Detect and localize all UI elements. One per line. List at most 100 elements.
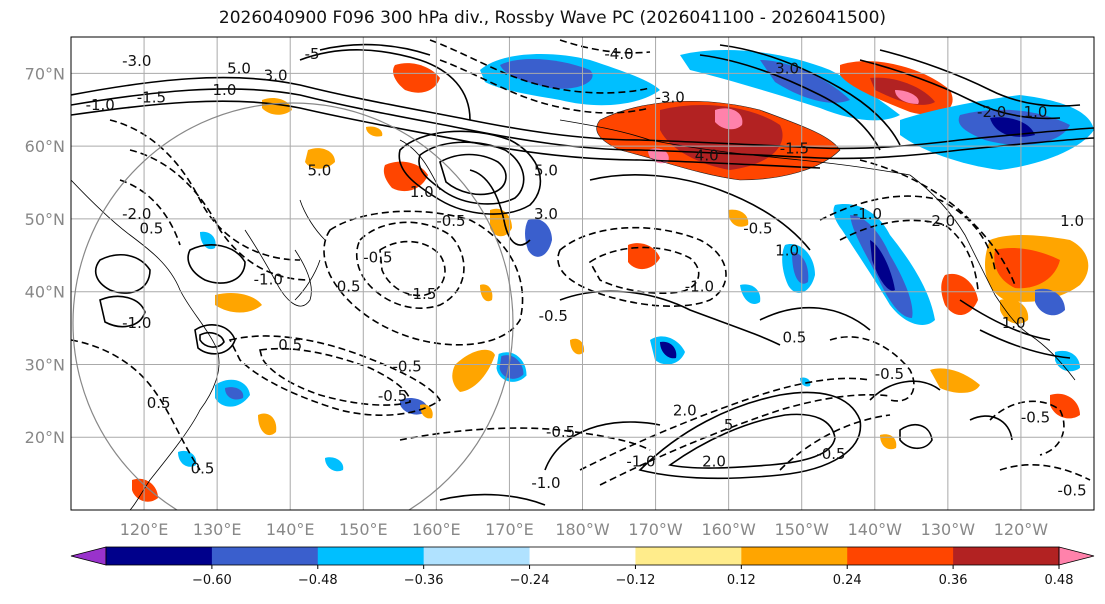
longitude-label: 150°W — [775, 520, 830, 539]
contour-label: -0.5 — [392, 358, 421, 376]
contour-label: 5.0 — [227, 59, 251, 77]
latitude-label: 30°N — [25, 355, 65, 374]
range-circle — [72, 102, 514, 510]
latitude-label: 60°N — [25, 137, 65, 156]
colorbar-segment — [106, 547, 213, 565]
contour-label: -1.5 — [137, 88, 166, 106]
contour-label: 0.5 — [191, 460, 215, 478]
colorbar-segment — [211, 547, 319, 565]
contour-label: -1.0 — [853, 205, 882, 223]
contour-label: -1.0 — [531, 474, 560, 492]
map-title: 2026040900 F096 300 hPa div., Rossby Wav… — [218, 8, 887, 28]
contour-label: -0.5 — [436, 212, 465, 230]
contour-label: -3.0 — [122, 52, 151, 70]
contour-label: 2.0 — [702, 452, 726, 470]
colorbar-frame — [105, 546, 1060, 566]
longitude-label: 120°W — [994, 520, 1049, 539]
contour-label: -0.5 — [743, 219, 772, 237]
field-layer: -1.0 -1.5 1.0 5.0 3.0 -3.0 -5 -4.0 -3.0 3.0 4.0 -1.… — [71, 37, 1094, 510]
contour-label: -1.0 — [685, 278, 714, 296]
colorbar-tick-label: 0.24 — [833, 573, 862, 588]
contour-label: 3.0 — [775, 59, 799, 77]
latitude-label: 70°N — [25, 64, 65, 83]
longitude-label: 140°W — [848, 520, 903, 539]
latitude-label: 40°N — [25, 283, 65, 302]
contour-label: -2.0 — [926, 212, 955, 230]
contour-label: -0.5 — [1021, 409, 1050, 427]
colorbar-segment — [635, 547, 742, 565]
contour-label: -1.0 — [254, 270, 283, 288]
contour-label: 3.0 — [534, 205, 558, 223]
colorbar-segment — [847, 547, 954, 565]
colorbar-segment — [953, 547, 1060, 565]
contour-label: 0.5 — [278, 336, 302, 354]
contour-label: 1.0 — [1024, 103, 1048, 121]
contour-labels: -1.0 -1.5 1.0 5.0 3.0 -3.0 -5 -4.0 -3.0 3.0 4.0 -1.… — [86, 45, 1087, 500]
colorbar: −0.60 −0.48 −0.36 −0.24 −0.12 0.12 0.24 0.36 0.4… — [70, 546, 1095, 588]
contour-label: 1.0 — [410, 183, 434, 201]
longitude-label: 160°E — [412, 520, 461, 539]
longitude-labels: 120°E 130°E 140°E 150°E 160°E 170°E 180°W 170°W… — [120, 520, 1049, 539]
graticule — [71, 37, 1094, 510]
contour-label: 1.0 — [1002, 314, 1026, 332]
colorbar-extend-min — [70, 546, 107, 566]
colorbar-tick-label: −0.12 — [616, 573, 656, 588]
plot-frame — [70, 36, 1095, 511]
contour-label: 4.0 — [695, 147, 719, 165]
contour-label: 5.0 — [534, 161, 558, 179]
longitude-label: 140°E — [266, 520, 315, 539]
contour-label: 3.0 — [264, 67, 288, 85]
colorbar-tick-label: −0.60 — [192, 573, 232, 588]
contour-layer — [71, 39, 1094, 506]
colorbar-tick-label: −0.48 — [298, 573, 338, 588]
colorbar-extend-max — [1058, 546, 1095, 566]
contour-label: -0.5 — [546, 423, 575, 441]
contour-label: -0.5 — [875, 365, 904, 383]
contour-label: -0.5 — [378, 387, 407, 405]
contour-label: -3.0 — [656, 88, 685, 106]
contour-label: -5 — [305, 45, 320, 63]
contour-label: -1.5 — [407, 285, 436, 303]
contour-label: -1.5 — [780, 139, 809, 157]
colorbar-segment — [423, 547, 531, 565]
contour-label: 0.5 — [337, 278, 361, 296]
contour-label: 0.5 — [147, 394, 171, 412]
colorbar-tick-label: −0.24 — [510, 573, 550, 588]
longitude-label: 180°W — [555, 520, 610, 539]
contour-label: -1.0 — [122, 314, 151, 332]
latitude-labels: 70°N 60°N 50°N 40°N 30°N 20°N — [25, 64, 65, 447]
colorbar-segment — [741, 547, 848, 565]
contour-label: -2.0 — [122, 205, 151, 223]
contour-label: 1.0 — [213, 81, 237, 99]
colorbar-tick-label: −0.36 — [404, 573, 444, 588]
contour-label: -1.0 — [626, 452, 655, 470]
colorbar-tick-label: 0.12 — [727, 573, 756, 588]
contour-label: -0.5 — [539, 307, 568, 325]
contour-label: 5 — [724, 416, 734, 434]
coastline-layer — [71, 119, 1076, 510]
colorbar-tick-label: 0.36 — [939, 573, 968, 588]
contour-label: 2.0 — [673, 401, 697, 419]
contour-label: -1.0 — [86, 96, 115, 114]
latitude-label: 20°N — [25, 428, 65, 447]
longitude-label: 130°E — [193, 520, 242, 539]
longitude-label: 170°W — [628, 520, 683, 539]
contour-label: 5.0 — [308, 161, 332, 179]
colorbar-segment — [529, 547, 636, 565]
contour-label: -0.5 — [816, 445, 845, 463]
longitude-label: 170°E — [485, 520, 534, 539]
colorbar-tick-label: 0.48 — [1045, 573, 1074, 588]
contour-label: -4.0 — [604, 45, 633, 63]
contour-label: -0.5 — [363, 249, 392, 267]
contour-label: -2.0 — [977, 103, 1006, 121]
contour-label: -0.5 — [1057, 481, 1086, 499]
longitude-label: 130°W — [921, 520, 976, 539]
contour-label: 0.5 — [782, 329, 806, 347]
contour-label: 1.0 — [1060, 212, 1084, 230]
longitude-label: 150°E — [339, 520, 388, 539]
contour-label: 1.0 — [775, 241, 799, 259]
longitude-label: 120°E — [120, 520, 169, 539]
colorbar-segment — [317, 547, 425, 565]
latitude-label: 50°N — [25, 210, 65, 229]
